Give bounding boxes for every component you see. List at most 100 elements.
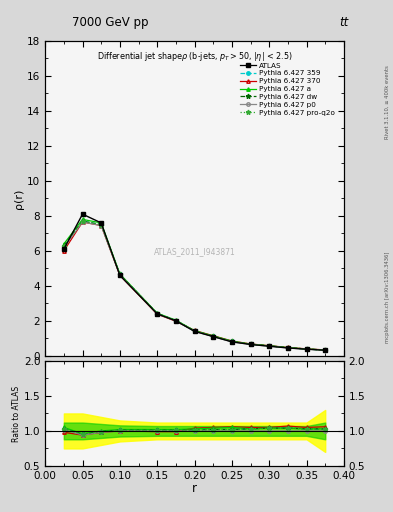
Pythia 6.427 dw — [211, 333, 216, 339]
Text: tt: tt — [339, 16, 349, 29]
Pythia 6.427 pro-q2o — [323, 347, 328, 353]
Pythia 6.427 dw — [80, 218, 85, 224]
Pythia 6.427 359 — [62, 243, 66, 249]
ATLAS — [62, 246, 66, 252]
Line: Pythia 6.427 359: Pythia 6.427 359 — [62, 220, 327, 352]
Legend: ATLAS, Pythia 6.427 359, Pythia 6.427 370, Pythia 6.427 a, Pythia 6.427 dw, Pyth: ATLAS, Pythia 6.427 359, Pythia 6.427 37… — [238, 60, 337, 118]
Pythia 6.427 370 — [304, 346, 309, 352]
Pythia 6.427 a — [118, 271, 122, 277]
Pythia 6.427 p0 — [99, 222, 104, 228]
Pythia 6.427 359 — [99, 222, 104, 228]
Pythia 6.427 370 — [286, 345, 290, 351]
Text: 7000 GeV pp: 7000 GeV pp — [72, 16, 148, 29]
Pythia 6.427 pro-q2o — [248, 341, 253, 347]
Pythia 6.427 pro-q2o — [62, 243, 66, 249]
Pythia 6.427 370 — [80, 219, 85, 225]
Text: Rivet 3.1.10, ≥ 400k events: Rivet 3.1.10, ≥ 400k events — [385, 66, 390, 139]
Pythia 6.427 359 — [211, 333, 216, 339]
Pythia 6.427 p0 — [248, 342, 253, 348]
Line: Pythia 6.427 370: Pythia 6.427 370 — [62, 220, 327, 352]
Pythia 6.427 370 — [211, 333, 216, 339]
Pythia 6.427 dw — [174, 317, 178, 324]
Pythia 6.427 370 — [267, 343, 272, 349]
ATLAS — [80, 211, 85, 217]
ATLAS — [248, 342, 253, 348]
Pythia 6.427 dw — [192, 328, 197, 334]
Pythia 6.427 a — [323, 347, 328, 353]
Pythia 6.427 a — [192, 328, 197, 334]
Pythia 6.427 p0 — [192, 328, 197, 334]
Pythia 6.427 pro-q2o — [286, 345, 290, 351]
Pythia 6.427 a — [174, 317, 178, 323]
Pythia 6.427 a — [304, 346, 309, 352]
Pythia 6.427 p0 — [323, 347, 328, 353]
ATLAS — [286, 345, 290, 351]
Pythia 6.427 p0 — [118, 272, 122, 278]
Y-axis label: ρ(r): ρ(r) — [14, 188, 24, 208]
Pythia 6.427 370 — [248, 341, 253, 347]
Pythia 6.427 pro-q2o — [211, 333, 216, 339]
Pythia 6.427 dw — [99, 222, 104, 228]
Pythia 6.427 dw — [304, 346, 309, 352]
Pythia 6.427 359 — [267, 343, 272, 349]
ATLAS — [211, 333, 216, 339]
Pythia 6.427 a — [286, 345, 290, 351]
ATLAS — [304, 346, 309, 352]
Pythia 6.427 p0 — [230, 339, 234, 345]
Pythia 6.427 p0 — [211, 333, 216, 339]
Pythia 6.427 pro-q2o — [304, 346, 309, 352]
Line: Pythia 6.427 p0: Pythia 6.427 p0 — [62, 220, 327, 352]
Pythia 6.427 a — [80, 217, 85, 223]
Pythia 6.427 pro-q2o — [230, 338, 234, 345]
Line: Pythia 6.427 dw: Pythia 6.427 dw — [61, 219, 328, 352]
Pythia 6.427 dw — [118, 271, 122, 278]
Pythia 6.427 p0 — [155, 311, 160, 317]
ATLAS — [323, 347, 328, 353]
Pythia 6.427 370 — [230, 338, 234, 344]
Pythia 6.427 a — [99, 220, 104, 226]
Pythia 6.427 370 — [155, 311, 160, 317]
Pythia 6.427 a — [62, 241, 66, 247]
Pythia 6.427 370 — [62, 248, 66, 254]
Pythia 6.427 359 — [248, 341, 253, 347]
Pythia 6.427 p0 — [304, 346, 309, 352]
Text: mcplots.cern.ch [arXiv:1306.3436]: mcplots.cern.ch [arXiv:1306.3436] — [385, 251, 390, 343]
Pythia 6.427 359 — [80, 218, 85, 224]
Pythia 6.427 dw — [323, 347, 328, 353]
ATLAS — [192, 328, 197, 334]
Pythia 6.427 359 — [286, 345, 290, 351]
Pythia 6.427 a — [267, 343, 272, 349]
Pythia 6.427 370 — [323, 347, 328, 353]
Pythia 6.427 p0 — [174, 318, 178, 324]
Pythia 6.427 p0 — [80, 219, 85, 225]
Pythia 6.427 370 — [99, 222, 104, 228]
Pythia 6.427 pro-q2o — [174, 317, 178, 324]
ATLAS — [174, 318, 178, 324]
Pythia 6.427 359 — [304, 346, 309, 352]
Pythia 6.427 370 — [192, 327, 197, 333]
Pythia 6.427 359 — [323, 347, 328, 353]
Pythia 6.427 pro-q2o — [155, 310, 160, 316]
X-axis label: r: r — [192, 482, 197, 495]
Pythia 6.427 p0 — [267, 343, 272, 349]
Pythia 6.427 dw — [62, 243, 66, 249]
ATLAS — [118, 272, 122, 279]
Pythia 6.427 370 — [174, 318, 178, 324]
Pythia 6.427 359 — [155, 310, 160, 316]
Line: Pythia 6.427 a: Pythia 6.427 a — [62, 218, 327, 352]
Pythia 6.427 dw — [248, 341, 253, 347]
Pythia 6.427 a — [230, 338, 234, 344]
Pythia 6.427 359 — [118, 271, 122, 278]
Pythia 6.427 p0 — [62, 244, 66, 250]
Line: Pythia 6.427 pro-q2o: Pythia 6.427 pro-q2o — [61, 219, 328, 352]
Pythia 6.427 pro-q2o — [267, 343, 272, 349]
Pythia 6.427 dw — [230, 338, 234, 345]
Pythia 6.427 pro-q2o — [80, 218, 85, 224]
Pythia 6.427 370 — [118, 272, 122, 279]
Pythia 6.427 359 — [192, 328, 197, 334]
Pythia 6.427 359 — [174, 317, 178, 324]
ATLAS — [267, 343, 272, 349]
Pythia 6.427 pro-q2o — [192, 328, 197, 334]
Text: Differential jet shape$\rho$ (b-jets, $p_T$$>$50, $|\eta|$ < 2.5): Differential jet shape$\rho$ (b-jets, $p… — [97, 50, 292, 63]
Text: ATLAS_2011_I943871: ATLAS_2011_I943871 — [154, 247, 235, 257]
